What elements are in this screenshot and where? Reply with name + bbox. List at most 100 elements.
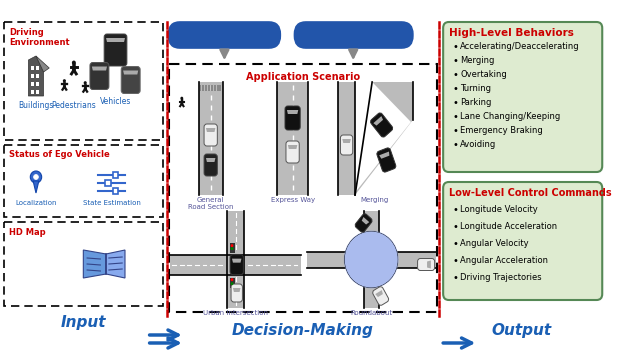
Bar: [113, 188, 118, 194]
FancyBboxPatch shape: [443, 22, 602, 172]
Text: Design Criterias: Design Criterias: [177, 30, 271, 40]
Polygon shape: [287, 110, 298, 114]
Bar: [36, 66, 39, 70]
Text: •: •: [452, 273, 458, 283]
Circle shape: [345, 232, 397, 288]
FancyBboxPatch shape: [168, 22, 280, 48]
FancyBboxPatch shape: [372, 286, 388, 306]
Text: •: •: [452, 140, 458, 150]
Polygon shape: [427, 261, 431, 269]
Bar: [31, 82, 34, 86]
Text: Design Constrains: Design Constrains: [300, 30, 406, 40]
Text: •: •: [452, 205, 458, 215]
Bar: [205, 85, 207, 91]
Bar: [36, 82, 39, 86]
Bar: [230, 278, 235, 288]
Circle shape: [180, 97, 183, 100]
Polygon shape: [106, 250, 125, 278]
Polygon shape: [206, 158, 216, 162]
Bar: [338, 82, 355, 195]
FancyBboxPatch shape: [285, 106, 300, 130]
Text: HD Map: HD Map: [10, 228, 46, 237]
Circle shape: [230, 247, 234, 250]
Polygon shape: [379, 151, 389, 159]
Text: •: •: [452, 256, 458, 266]
Bar: [202, 85, 204, 91]
Text: Accelerating/Deaccelerating: Accelerating/Deaccelerating: [460, 42, 580, 51]
Text: •: •: [452, 56, 458, 66]
Polygon shape: [232, 258, 241, 263]
Text: •: •: [452, 98, 458, 108]
FancyBboxPatch shape: [231, 284, 243, 302]
Circle shape: [345, 232, 397, 288]
Circle shape: [72, 61, 76, 65]
Text: Longitude Velocity: Longitude Velocity: [460, 205, 538, 214]
Text: Input: Input: [61, 314, 106, 330]
Text: Output: Output: [492, 322, 552, 337]
FancyBboxPatch shape: [286, 141, 300, 163]
Text: •: •: [452, 70, 458, 80]
Circle shape: [34, 174, 38, 180]
Text: Driving Trajectories: Driving Trajectories: [460, 273, 542, 282]
Polygon shape: [206, 128, 216, 132]
Polygon shape: [342, 139, 351, 143]
Bar: [227, 255, 244, 275]
Text: •: •: [452, 222, 458, 232]
Bar: [278, 82, 308, 195]
Text: Pedestrians: Pedestrians: [51, 101, 96, 110]
Bar: [208, 85, 210, 91]
Bar: [36, 90, 39, 94]
Polygon shape: [33, 181, 39, 193]
Circle shape: [230, 244, 234, 247]
Bar: [113, 172, 118, 178]
Text: •: •: [452, 112, 458, 122]
Text: •: •: [452, 84, 458, 94]
Text: Overtaking: Overtaking: [460, 70, 507, 79]
Bar: [211, 85, 213, 91]
Polygon shape: [92, 66, 107, 70]
Circle shape: [84, 81, 87, 84]
Text: Driving
Environment: Driving Environment: [10, 28, 70, 47]
Circle shape: [63, 79, 66, 83]
Text: Merging: Merging: [460, 56, 495, 65]
Text: Vehicles: Vehicles: [100, 97, 131, 106]
Text: Parking: Parking: [460, 98, 492, 107]
Text: Decision-Making: Decision-Making: [232, 322, 374, 337]
Text: Urban Intersection: Urban Intersection: [204, 310, 268, 316]
Bar: [105, 180, 111, 186]
Text: State Estimation: State Estimation: [83, 200, 141, 206]
Text: Merging: Merging: [360, 197, 388, 203]
Polygon shape: [375, 290, 383, 297]
Polygon shape: [373, 116, 383, 126]
FancyBboxPatch shape: [230, 255, 243, 275]
FancyBboxPatch shape: [90, 62, 109, 89]
Text: General
Road Section: General Road Section: [188, 197, 234, 210]
Text: •: •: [452, 239, 458, 249]
Bar: [364, 211, 379, 308]
FancyBboxPatch shape: [121, 66, 140, 93]
Polygon shape: [362, 217, 369, 224]
Bar: [227, 211, 244, 308]
Bar: [307, 211, 436, 308]
Bar: [216, 85, 218, 91]
Bar: [170, 82, 251, 195]
Text: Express Way: Express Way: [271, 197, 315, 203]
Circle shape: [230, 278, 234, 281]
Bar: [220, 85, 221, 91]
Text: •: •: [452, 126, 458, 136]
Bar: [307, 252, 436, 267]
Polygon shape: [123, 70, 138, 75]
Polygon shape: [28, 56, 44, 96]
FancyBboxPatch shape: [340, 135, 353, 155]
FancyBboxPatch shape: [417, 258, 435, 270]
Text: Localization: Localization: [15, 200, 57, 206]
Text: Buildings: Buildings: [19, 101, 54, 110]
Text: Turning: Turning: [460, 84, 492, 93]
Text: Angular Acceleration: Angular Acceleration: [460, 256, 548, 265]
Bar: [31, 90, 34, 94]
FancyBboxPatch shape: [294, 22, 413, 48]
Polygon shape: [106, 38, 125, 42]
Text: High-Level Behaviors: High-Level Behaviors: [449, 28, 573, 38]
FancyBboxPatch shape: [443, 182, 602, 300]
Bar: [31, 66, 34, 70]
